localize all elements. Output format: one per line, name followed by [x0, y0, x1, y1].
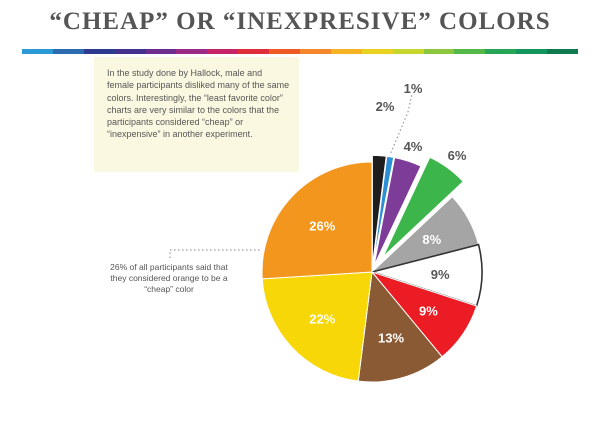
slice-label-blue: 1% [404, 81, 423, 96]
stripe-segment [145, 49, 177, 54]
slice-label-yellow: 22% [309, 312, 335, 327]
stripe-segment [52, 49, 84, 54]
stripe-segment [547, 49, 579, 54]
pie-slice-yellow [261, 271, 373, 382]
stripe-segment [392, 49, 424, 54]
slice-label-black: 2% [376, 99, 395, 114]
stripe-segment [485, 49, 517, 54]
slice-label-purple: 4% [404, 139, 423, 154]
stripe-segment [516, 49, 548, 54]
page-title: “CHEAP” OR “INEXPRESIVE” COLORS [49, 8, 551, 35]
stripe-segment [361, 49, 393, 54]
color-stripe [22, 49, 579, 54]
pie-slice-brown [357, 270, 443, 383]
leader-line-blue [390, 93, 413, 154]
stripe-segment [238, 49, 270, 54]
stripe-segment [423, 49, 455, 54]
slice-label-white: 9% [431, 267, 450, 282]
stripe-segment [269, 49, 301, 54]
slice-label-gray: 8% [422, 232, 441, 247]
slice-label-orange: 26% [309, 218, 335, 233]
stripe-segment [114, 49, 146, 54]
pie-slice-purple [373, 157, 422, 266]
study-note: In the study done by Hallock, male and f… [94, 57, 299, 172]
pie-slice-green [382, 156, 464, 258]
slice-label-red: 9% [419, 303, 438, 318]
stripe-segment [300, 49, 331, 54]
stripe-segment [454, 49, 486, 54]
pie-slice-blue [372, 155, 395, 266]
pie-slice-black [371, 154, 387, 266]
pie-slice-orange [261, 161, 373, 280]
stripe-segment [330, 49, 362, 54]
stripe-segment [176, 49, 208, 54]
slice-label-brown: 13% [378, 330, 404, 345]
orange-callout: 26% of all participants said that they c… [110, 262, 228, 294]
slice-label-green: 6% [448, 148, 467, 163]
stripe-segment [83, 49, 115, 54]
stripe-segment [22, 49, 53, 54]
callout-leader-line [169, 249, 262, 258]
stripe-segment [207, 49, 239, 54]
